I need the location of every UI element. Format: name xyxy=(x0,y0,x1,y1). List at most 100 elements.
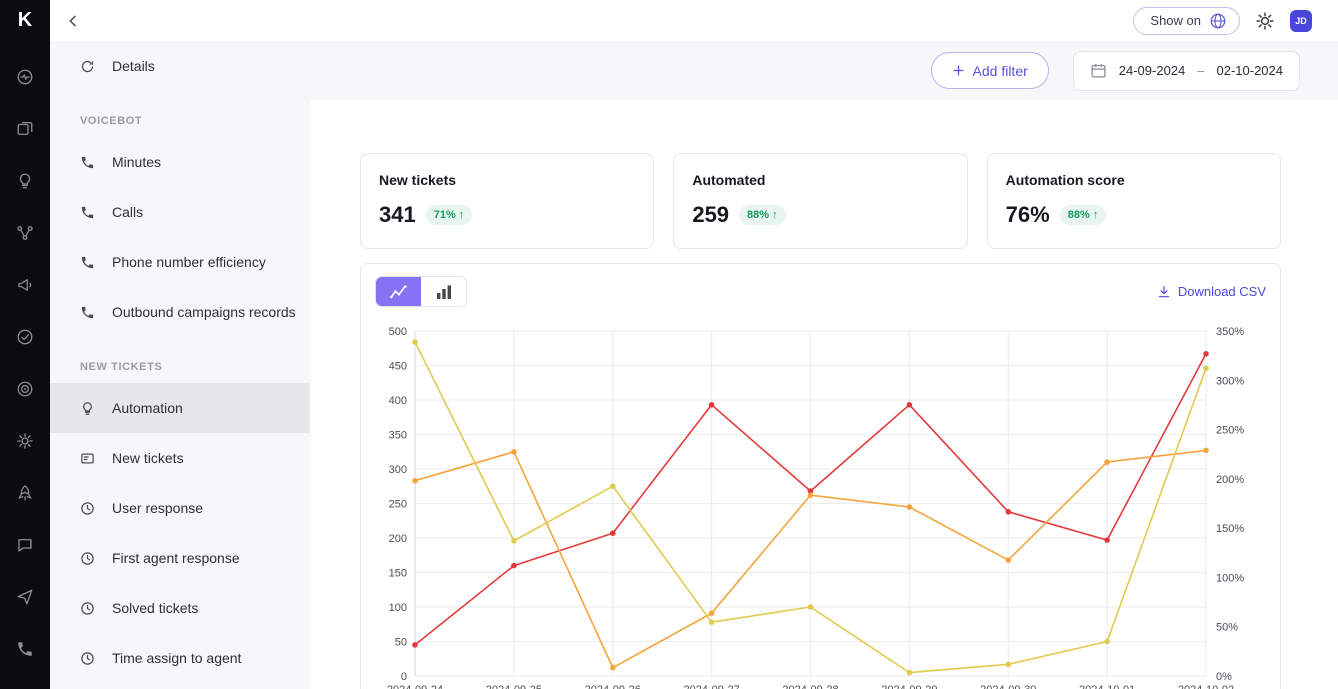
plus-icon xyxy=(953,65,963,76)
add-filter-button[interactable]: Add filter xyxy=(930,52,1049,89)
chat-icon[interactable] xyxy=(0,519,50,571)
stat-trend-badge: 88% ↑ xyxy=(739,205,786,225)
settings-button[interactable] xyxy=(1255,11,1275,31)
svg-text:50%: 50% xyxy=(1216,622,1238,634)
stat-title: Automated xyxy=(692,172,766,188)
sidebar-item-automation[interactable]: Automation xyxy=(50,383,310,433)
svg-text:450: 450 xyxy=(389,361,407,373)
line-chart-toggle-button[interactable] xyxy=(376,277,421,306)
stat-card-new-tickets: New tickets 341 71% ↑ xyxy=(360,153,655,249)
svg-text:2024-09-26: 2024-09-26 xyxy=(585,684,641,689)
lightbulb-icon[interactable] xyxy=(0,155,50,207)
clock-icon xyxy=(80,601,96,616)
svg-text:50: 50 xyxy=(395,637,407,649)
svg-text:2024-09-30: 2024-09-30 xyxy=(980,684,1036,689)
stat-cards-row: New tickets 341 71% ↑ Automated 259 88% ↑ xyxy=(360,153,1281,249)
svg-text:500: 500 xyxy=(389,326,407,338)
filter-bar: Add filter 24-09-2024 – 02-10-2024 xyxy=(310,41,1338,100)
sidebar-item-new-tickets[interactable]: New tickets xyxy=(50,433,310,483)
globe-icon xyxy=(1209,12,1227,30)
svg-text:2024-09-28: 2024-09-28 xyxy=(782,684,838,689)
app-logo[interactable]: K xyxy=(17,9,33,31)
megaphone-icon[interactable] xyxy=(0,259,50,311)
sidebar-item-time-assign-to-agent[interactable]: Time assign to agent xyxy=(50,633,310,683)
date-separator: – xyxy=(1197,63,1205,78)
svg-text:100%: 100% xyxy=(1216,572,1244,584)
target-icon[interactable] xyxy=(0,363,50,415)
activity-icon[interactable] xyxy=(0,51,50,103)
stat-trend-badge: 71% ↑ xyxy=(425,205,473,225)
calendar-icon xyxy=(1090,62,1107,79)
svg-text:2024-09-24: 2024-09-24 xyxy=(387,684,443,689)
show-on-button[interactable]: Show on xyxy=(1133,6,1240,35)
sidebar: Details VOICEBOT Minutes Calls Phone num… xyxy=(50,41,310,689)
clock-icon xyxy=(80,501,96,516)
svg-text:400: 400 xyxy=(389,395,407,407)
phone-icon xyxy=(80,305,96,320)
sidebar-item-label: Solved tickets xyxy=(112,600,199,616)
main-content: Add filter 24-09-2024 – 02-10-2024 New t… xyxy=(310,41,1338,689)
svg-text:2024-09-25: 2024-09-25 xyxy=(486,684,542,689)
sidebar-item-calls[interactable]: Calls xyxy=(50,187,310,237)
line-chart-icon xyxy=(389,284,407,298)
sidebar-item-phone-number-efficiency[interactable]: Phone number efficiency xyxy=(50,237,310,287)
chevron-left-icon xyxy=(69,15,76,26)
chart-type-toggle xyxy=(375,276,467,307)
svg-text:200%: 200% xyxy=(1216,474,1244,486)
svg-text:250: 250 xyxy=(389,499,407,511)
download-csv-label: Download CSV xyxy=(1177,284,1266,299)
badge-check-icon[interactable] xyxy=(0,311,50,363)
sidebar-item-user-response[interactable]: User response xyxy=(50,483,310,533)
trend-up-arrow-icon: ↑ xyxy=(772,209,778,221)
sidebar-item-label: Phone number efficiency xyxy=(112,254,266,270)
date-range-picker[interactable]: 24-09-2024 – 02-10-2024 xyxy=(1072,50,1300,91)
phone-icon xyxy=(80,205,96,220)
date-start: 24-09-2024 xyxy=(1118,63,1186,78)
sidebar-section-new-tickets: NEW TICKETS xyxy=(80,361,163,373)
add-filter-label: Add filter xyxy=(972,62,1028,79)
svg-text:2024-09-29: 2024-09-29 xyxy=(881,684,937,689)
sidebar-item-label: User response xyxy=(112,500,204,516)
bar-chart-toggle-button[interactable] xyxy=(421,277,466,306)
trend-up-arrow-icon: ↑ xyxy=(1092,209,1099,221)
date-end: 02-10-2024 xyxy=(1216,63,1284,78)
sidebar-item-solved-tickets[interactable]: Solved tickets xyxy=(50,583,310,633)
download-csv-button[interactable]: Download CSV xyxy=(1157,284,1266,299)
gear-icon[interactable] xyxy=(0,415,50,467)
clock-icon xyxy=(80,651,96,666)
user-avatar[interactable]: JD xyxy=(1290,9,1312,32)
sidebar-item-details[interactable]: Details xyxy=(50,41,310,91)
rocket-icon[interactable] xyxy=(0,467,50,519)
svg-text:250%: 250% xyxy=(1216,425,1244,437)
stat-value: 76% xyxy=(1005,202,1050,227)
stat-title: Automation score xyxy=(1005,172,1125,188)
cards-icon[interactable] xyxy=(0,103,50,155)
send-icon[interactable] xyxy=(0,571,50,623)
sidebar-item-label: Minutes xyxy=(112,154,162,170)
svg-text:350%: 350% xyxy=(1216,326,1244,338)
ticket-icon xyxy=(80,451,96,466)
sidebar-item-outbound-campaigns-records[interactable]: Outbound campaigns records xyxy=(50,287,310,337)
sidebar-item-label: Time assign to agent xyxy=(112,650,242,666)
workflow-icon[interactable] xyxy=(0,207,50,259)
clock-icon xyxy=(80,551,96,566)
svg-text:2024-10-01: 2024-10-01 xyxy=(1079,684,1135,689)
back-button[interactable] xyxy=(60,8,86,34)
bar-chart-icon xyxy=(436,285,451,299)
phone-call-icon[interactable] xyxy=(0,623,50,675)
svg-text:100: 100 xyxy=(389,602,407,614)
sidebar-item-label: Automation xyxy=(112,400,183,416)
svg-text:300%: 300% xyxy=(1216,375,1244,387)
sidebar-item-first-agent-response[interactable]: First agent response xyxy=(50,533,310,583)
sidebar-item-label: New tickets xyxy=(112,450,184,466)
sidebar-item-minutes[interactable]: Minutes xyxy=(50,137,310,187)
svg-text:150: 150 xyxy=(389,568,407,580)
svg-text:2024-09-27: 2024-09-27 xyxy=(683,684,739,689)
sidebar-item-label: Details xyxy=(112,58,155,74)
svg-text:150%: 150% xyxy=(1216,523,1244,535)
sidebar-item-label: Outbound campaigns records xyxy=(112,304,296,320)
stat-trend-badge: 88% ↑ xyxy=(1059,205,1107,225)
stat-value: 259 xyxy=(692,202,730,227)
icon-rail-items xyxy=(0,51,50,675)
svg-text:300: 300 xyxy=(389,464,407,476)
